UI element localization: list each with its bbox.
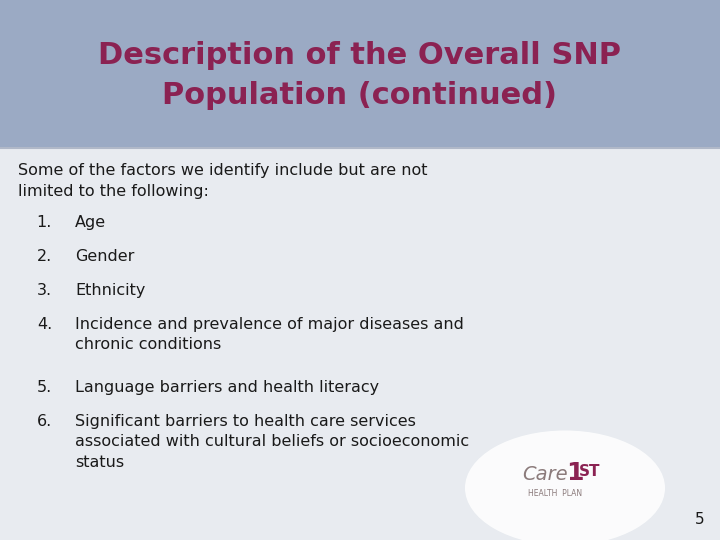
Text: Incidence and prevalence of major diseases and
chronic conditions: Incidence and prevalence of major diseas… [75,317,464,353]
Text: 1: 1 [566,461,583,485]
Text: Ethnicity: Ethnicity [75,283,145,298]
Text: 1.: 1. [37,215,52,230]
FancyBboxPatch shape [0,0,720,148]
Text: 3.: 3. [37,283,52,298]
Text: Significant barriers to health care services
associated with cultural beliefs or: Significant barriers to health care serv… [75,414,469,470]
Text: Some of the factors we identify include but are not
limited to the following:: Some of the factors we identify include … [18,163,428,199]
FancyBboxPatch shape [0,148,720,540]
Text: 4.: 4. [37,317,52,332]
Text: HEALTH  PLAN: HEALTH PLAN [528,489,582,498]
Ellipse shape [465,430,665,540]
Text: Language barriers and health literacy: Language barriers and health literacy [75,380,379,395]
Text: 5: 5 [696,512,705,528]
Text: 6.: 6. [37,414,52,429]
Text: Care: Care [522,465,567,484]
Text: ST: ST [579,463,600,478]
Text: 5.: 5. [37,380,52,395]
Text: Population (continued): Population (continued) [163,82,557,111]
Text: Description of the Overall SNP: Description of the Overall SNP [99,42,621,71]
Text: 2.: 2. [37,249,52,264]
Text: Age: Age [75,215,106,230]
Text: Gender: Gender [75,249,135,264]
